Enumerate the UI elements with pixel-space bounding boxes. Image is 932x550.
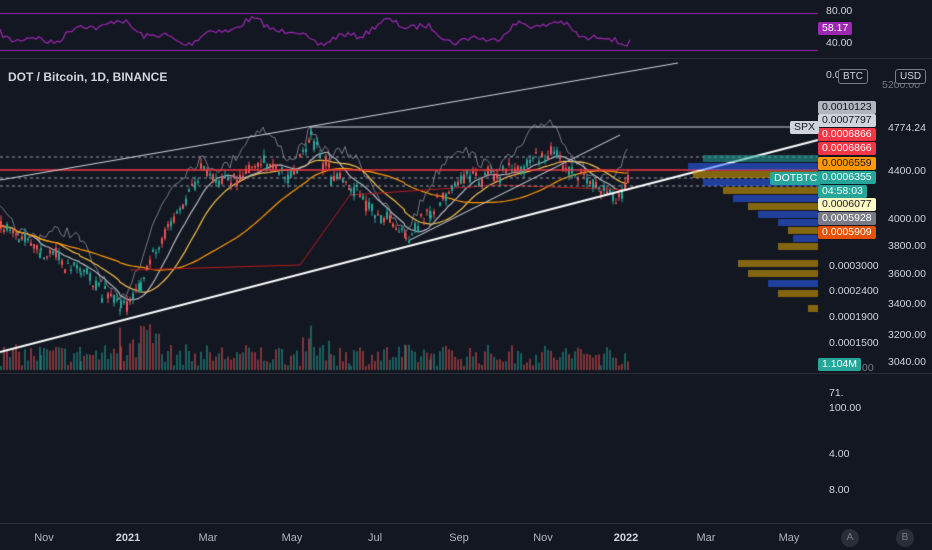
price-tag: 0.0006866 (818, 142, 876, 155)
price-tag: 0.0006559 (818, 157, 876, 170)
usd-unit-badge[interactable]: USD (895, 69, 927, 84)
spx-label: SPX (790, 121, 820, 134)
price-tag: 0.0007797 (818, 114, 876, 127)
pane-separator (0, 523, 932, 524)
x-axis-label: May (281, 532, 303, 544)
pane-separator (0, 373, 932, 374)
pane-separator (0, 58, 932, 59)
x-axis-label: Jul (367, 532, 383, 544)
lower-pane-label: 8.00 (829, 484, 850, 496)
x-axis-label: Mar (198, 532, 218, 544)
rsi-level-80: 80.00 (826, 5, 853, 17)
price-tag: 0.0006077 (818, 198, 876, 211)
volume-tag: 1.104M (818, 358, 862, 371)
price-tag: 0.0005928 (818, 212, 876, 225)
lower-pane-label: 71. (829, 387, 844, 399)
x-axis-label: Sep (449, 532, 469, 544)
x-axis-label: Mar (696, 532, 716, 544)
lower-pane-label: 100.00 (829, 402, 862, 414)
x-axis-label: 2022 (613, 532, 639, 544)
rsi-value-tag: 58.17 (818, 22, 853, 35)
x-axis-label: 2021 (115, 532, 141, 544)
price-axis-label: 0.0002400 (829, 285, 879, 297)
secondary-axis-label: 3040.00 (888, 356, 926, 368)
secondary-axis-label: 3800.00 (888, 240, 926, 252)
x-axis-label: Nov (533, 532, 553, 544)
secondary-axis-label: 4000.00 (888, 213, 926, 225)
secondary-axis-label: 3200.00 (888, 329, 926, 341)
symbol-title[interactable]: DOT / Bitcoin, 1D, BINANCE (8, 70, 168, 84)
secondary-axis-label: 3600.00 (888, 268, 926, 280)
lower-pane-label: 4.00 (829, 448, 850, 460)
rsi-level-40: 40.00 (826, 37, 853, 49)
scale-mode-button[interactable]: B (896, 529, 914, 547)
x-axis-label: Nov (34, 532, 54, 544)
price-tag: 0.0010123 (818, 101, 876, 114)
price-tag: 0.0006355 (818, 171, 876, 184)
secondary-axis-label: 3400.00 (888, 298, 926, 310)
price-axis-label: 0.0001900 (829, 311, 879, 323)
price-tag: 0.0005909 (818, 226, 876, 239)
price-axis-label: 0.0001500 (829, 337, 879, 349)
price-tag: 04:58:03 (818, 185, 867, 198)
truncated-secondary-label: 00 (862, 362, 874, 374)
btc-unit-badge[interactable]: BTC (838, 69, 868, 84)
x-axis-label: May (778, 532, 800, 544)
dotbtc-label: DOTBTC (770, 172, 822, 185)
spx-value: 4774.24 (888, 122, 926, 134)
secondary-axis-label: 4400.00 (888, 165, 926, 177)
truncated-price-label: 0.0 (826, 69, 841, 81)
price-tag: 0.0006866 (818, 128, 876, 141)
price-axis-label: 0.0003000 (829, 260, 879, 272)
auto-scale-button[interactable]: A (841, 529, 859, 547)
